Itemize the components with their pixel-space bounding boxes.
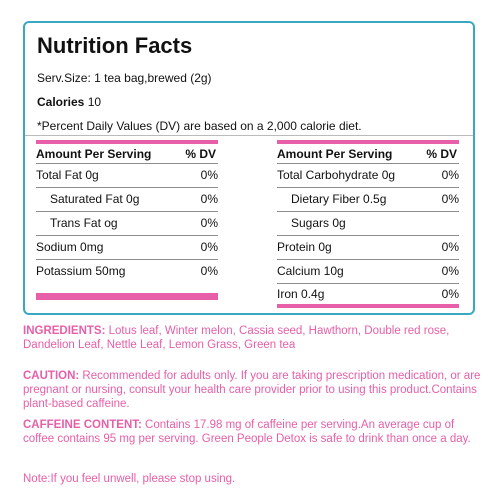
header-amount: Amount Per Serving <box>277 147 393 161</box>
table-row: Saturated Fat 0g 0% <box>36 188 218 212</box>
caffeine-section: CAFFEINE CONTENT: Contains 17.98 mg of c… <box>23 418 481 446</box>
calories: Calories 10 <box>37 95 101 109</box>
table-row: Sugars 0g <box>277 212 459 236</box>
row-label: Trans Fat og <box>50 216 118 230</box>
table-row: Total Fat 0g 0% <box>36 164 218 188</box>
left-nutrient-table: Amount Per Serving % DV Total Fat 0g 0% … <box>36 140 218 300</box>
row-label: Dietary Fiber 0.5g <box>291 192 387 206</box>
ingredients-section: INGREDIENTS: Lotus leaf, Winter melon, C… <box>23 324 481 352</box>
caffeine-label: CAFFEINE CONTENT: <box>23 419 142 431</box>
row-label: Total Fat 0g <box>36 168 99 182</box>
row-label: Potassium 50mg <box>36 264 126 278</box>
row-label: Sugars 0g <box>291 216 346 230</box>
header-dv: % DV <box>185 147 216 161</box>
table-row: Trans Fat og 0% <box>36 212 218 236</box>
table-row: Sodium 0mg 0% <box>36 236 218 260</box>
header-amount: Amount Per Serving <box>36 147 152 161</box>
row-dv: 0% <box>441 287 459 301</box>
dv-note: *Percent Daily Values (DV) are based on … <box>37 119 362 133</box>
table-bottom-bar <box>36 293 218 300</box>
table-header: Amount Per Serving % DV <box>277 144 459 164</box>
divider <box>25 135 473 136</box>
row-label: Calcium 10g <box>277 264 344 278</box>
row-dv: 0% <box>200 216 218 230</box>
row-label: Sodium 0mg <box>36 240 104 254</box>
table-row: Protein 0g 0% <box>277 236 459 260</box>
row-label: Protein 0g <box>277 240 332 254</box>
row-dv: 0% <box>200 192 218 206</box>
ingredients-text: Lotus leaf, Winter melon, Cassia seed, H… <box>23 325 450 351</box>
caution-text: Recommended for adults only. If you are … <box>23 370 481 410</box>
row-dv: 0% <box>441 240 459 254</box>
caution-section: CAUTION: Recommended for adults only. If… <box>23 369 481 411</box>
row-dv: 0% <box>441 264 459 278</box>
row-label: Iron 0.4g <box>277 287 325 301</box>
calories-label: Calories <box>37 95 85 109</box>
row-dv: 0% <box>441 168 459 182</box>
table-header: Amount Per Serving % DV <box>36 144 218 164</box>
nutrition-facts-panel: Nutrition Facts Serv.Size: 1 tea bag,bre… <box>23 21 475 315</box>
row-label: Total Carbohydrate 0g <box>277 168 396 182</box>
table-top-bar <box>36 140 218 144</box>
table-row: Dietary Fiber 0.5g 0% <box>277 188 459 212</box>
caution-label: CAUTION: <box>23 370 80 382</box>
table-row: Total Carbohydrate 0g 0% <box>277 164 459 188</box>
ingredients-label: INGREDIENTS: <box>23 325 106 337</box>
row-label: Saturated Fat 0g <box>50 192 140 206</box>
right-nutrient-table: Amount Per Serving % DV Total Carbohydra… <box>277 140 459 308</box>
caffeine-text: Contains 17.98 mg of caffeine per servin… <box>23 419 471 445</box>
note-section: Note:If you feel unwell, please stop usi… <box>23 473 236 485</box>
table-bottom-bar <box>277 304 459 308</box>
serving-size: Serv.Size: 1 tea bag,brewed (2g) <box>37 71 212 85</box>
row-dv: 0% <box>441 192 459 206</box>
table-row: Calcium 10g 0% <box>277 260 459 284</box>
row-dv: 0% <box>200 264 218 278</box>
table-top-bar <box>277 140 459 144</box>
table-row: Iron 0.4g 0% <box>277 284 459 304</box>
table-row: Potassium 50mg 0% <box>36 260 218 284</box>
header-dv: % DV <box>426 147 457 161</box>
row-dv: 0% <box>200 240 218 254</box>
row-dv: 0% <box>200 168 218 182</box>
panel-title: Nutrition Facts <box>37 33 193 58</box>
calories-value: 10 <box>87 95 102 109</box>
